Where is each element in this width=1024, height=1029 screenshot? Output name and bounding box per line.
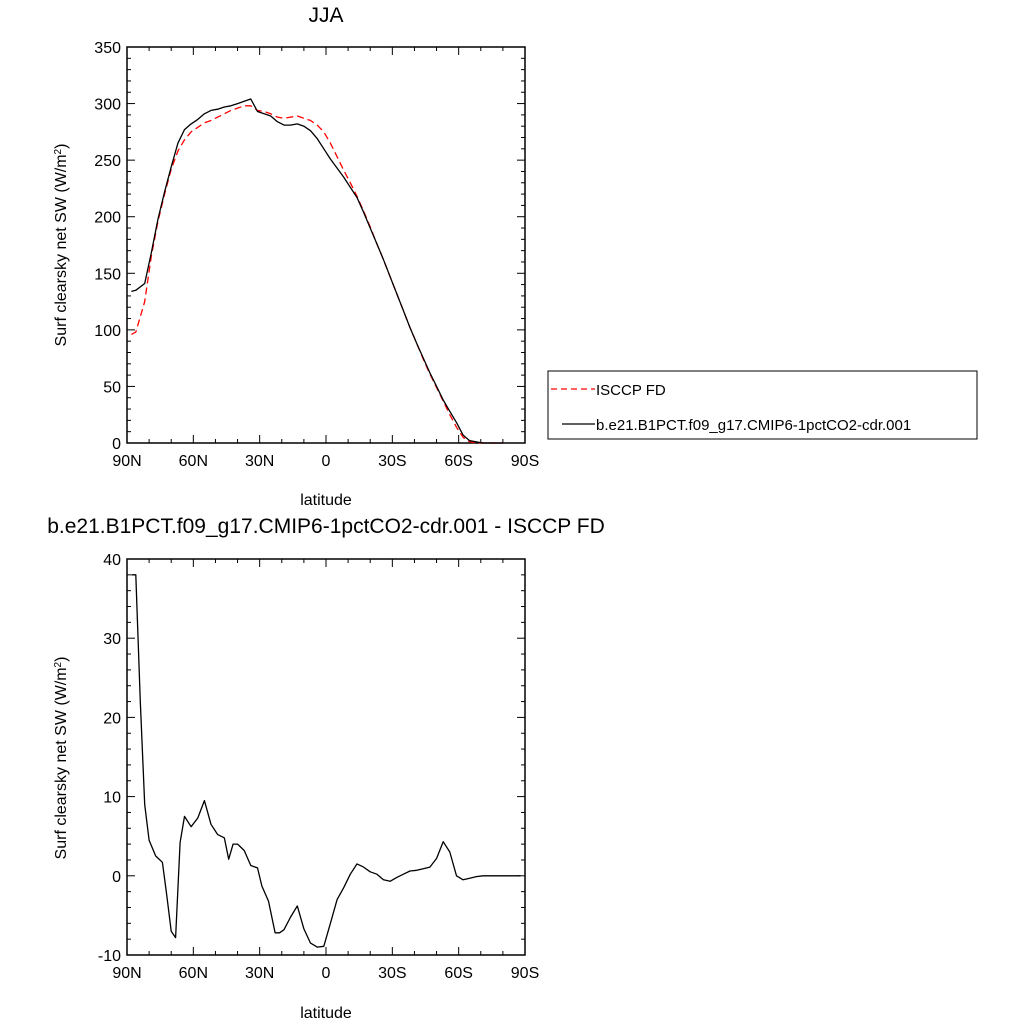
x-tick-label: 90S (511, 453, 539, 470)
x-tick-label: 60S (444, 453, 472, 470)
x-tick-label: 60S (444, 965, 472, 982)
x-tick-label: 90N (112, 453, 141, 470)
x-tick-label: 30N (245, 965, 274, 982)
y-axis-label: Surf clearsky net SW (W/m2) (53, 657, 71, 860)
legend: ISCCP FD b.e21.B1PCT.f09_g17.CMIP6-1pctC… (547, 370, 978, 440)
series-line-model (131, 574, 521, 948)
legend-label-model: b.e21.B1PCT.f09_g17.CMIP6-1pctCO2-cdr.00… (596, 417, 911, 434)
y-axis-label: Surf clearsky net SW (W/m2) (53, 144, 71, 347)
x-tick-label: 90S (511, 965, 539, 982)
y-tick-label: 50 (103, 379, 121, 396)
y-tick-label: -10 (98, 948, 121, 965)
legend-box (547, 370, 978, 440)
y-tick-label: 200 (94, 210, 121, 227)
y-tick-label: 250 (94, 153, 121, 170)
series-lines (131, 98, 503, 444)
y-tick-label: 0 (112, 869, 121, 886)
chart-title: JJA (308, 4, 343, 27)
panel-top: JJA 0 50 100 150 200 250 300 350 90N 60N 30N 0 30S 6… (53, 4, 978, 509)
chart-title: b.e21.B1PCT.f09_g17.CMIP6-1pctCO2-cdr.00… (47, 515, 605, 538)
panel-bottom: b.e21.B1PCT.f09_g17.CMIP6-1pctCO2-cdr.00… (47, 515, 605, 1022)
x-tick-label: 90N (112, 965, 141, 982)
legend-label-isccp: ISCCP FD (596, 382, 666, 399)
y-axis-label-main: Surf clearsky net SW (W/m (53, 154, 70, 346)
y-tick-labels: -10 0 10 20 30 40 (98, 552, 121, 965)
x-tick-labels: 90N 60N 30N 0 30S 60S 90S (112, 965, 539, 982)
y-tick-label: 20 (103, 710, 121, 727)
x-tick-label: 30N (245, 453, 274, 470)
x-tick-label: 60N (179, 453, 208, 470)
y-tick-label: 0 (112, 436, 121, 453)
y-axis-label-close: ) (53, 144, 70, 149)
x-tick-label: 30S (378, 453, 406, 470)
tick-marks (126, 558, 526, 956)
x-axis-label: latitude (300, 1005, 352, 1022)
y-tick-label: 100 (94, 323, 121, 340)
y-tick-label: 30 (103, 631, 121, 648)
x-axis-label: latitude (300, 492, 352, 509)
y-tick-label: 300 (94, 97, 121, 114)
plot-frame (126, 46, 526, 444)
y-tick-label: 10 (103, 790, 121, 807)
series-line-isccp (131, 105, 503, 444)
x-tick-label: 0 (322, 453, 331, 470)
x-tick-label: 30S (378, 965, 406, 982)
y-axis-label-close: ) (53, 657, 70, 662)
y-tick-label: 40 (103, 552, 121, 569)
y-axis-label-main: Surf clearsky net SW (W/m (53, 667, 70, 859)
series-line-model (131, 98, 503, 444)
y-tick-label: 150 (94, 266, 121, 283)
x-tick-labels: 90N 60N 30N 0 30S 60S 90S (112, 453, 539, 470)
y-tick-labels: 0 50 100 150 200 250 300 350 (94, 40, 121, 453)
y-axis-label-sup: 2 (53, 148, 64, 154)
y-tick-label: 350 (94, 40, 121, 57)
x-tick-label: 0 (322, 965, 331, 982)
tick-marks (126, 46, 526, 444)
series-lines (131, 574, 521, 948)
plot-frame (126, 558, 526, 956)
y-axis-label-sup: 2 (53, 661, 64, 667)
x-tick-label: 60N (179, 965, 208, 982)
